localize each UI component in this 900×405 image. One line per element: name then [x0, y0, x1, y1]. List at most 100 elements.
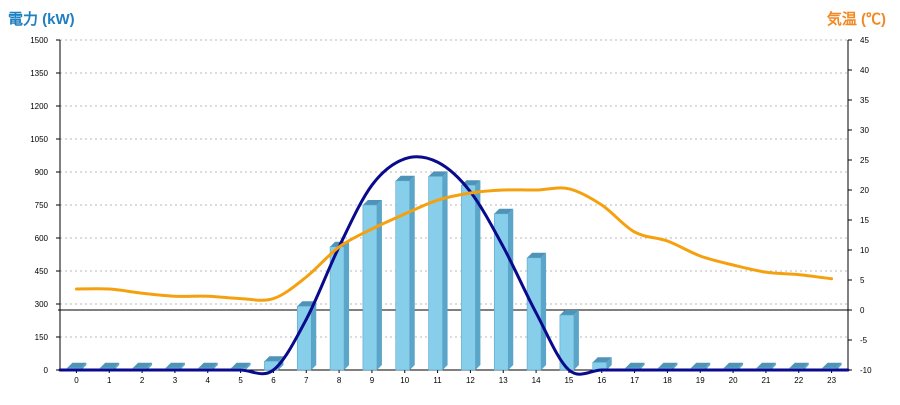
power-bar [428, 171, 448, 371]
x-axis-tick-label: 16 [597, 376, 606, 385]
power-bar-side [606, 357, 612, 370]
power-bar [395, 175, 415, 371]
power-bar-top [297, 301, 317, 307]
power-bar-top [592, 357, 612, 363]
left-axis-tick-label: 1500 [30, 36, 48, 45]
power-line [58, 155, 850, 376]
power-bar-top [756, 362, 776, 368]
x-axis-tick-label: 8 [337, 376, 342, 385]
power-bar-side [212, 362, 218, 370]
x-axis-tick-label: 17 [630, 376, 639, 385]
right-axis-tick-label: 25 [860, 156, 869, 165]
right-axis-tick-label: 0 [860, 306, 865, 315]
power-bar-side [114, 362, 120, 370]
power-bar [559, 310, 579, 371]
power-bar-front [461, 184, 476, 371]
x-axis-tick-label: 9 [370, 376, 375, 385]
power-bar-top [362, 200, 382, 205]
x-axis-tick-label: 21 [761, 376, 770, 385]
right-axis-tick-label: 40 [860, 66, 869, 75]
x-axis-tick-label: 2 [140, 376, 145, 385]
power-bar-side [442, 171, 448, 370]
power-bar [362, 200, 382, 371]
power-bar-side [803, 362, 809, 370]
power-bar-side [245, 362, 251, 370]
power-bar-side [672, 362, 678, 370]
power-bar [592, 357, 612, 371]
power-bar-top [625, 362, 645, 368]
power-bar-side [409, 175, 415, 370]
left-axis-tick-label: 600 [35, 234, 49, 243]
x-axis-tick-label: 18 [663, 376, 672, 385]
right-axis-tick-label: 35 [860, 96, 869, 105]
x-axis-tick-label: 23 [827, 376, 836, 385]
power-bar-side [770, 362, 776, 370]
x-axis-tick-label: 6 [271, 376, 276, 385]
axis-layer [56, 39, 852, 373]
x-axis-tick-label: 7 [304, 376, 309, 385]
x-axis-tick-label: 4 [206, 376, 211, 385]
power-bar [526, 252, 547, 371]
x-axis-tick-label: 0 [74, 376, 79, 385]
right-axis-tick-label: 10 [860, 246, 869, 255]
right-axis-tick-label: -10 [860, 366, 872, 375]
power-bar-top [461, 180, 481, 186]
line-layer [58, 155, 850, 376]
left-axis-tick-label: 300 [35, 300, 49, 309]
power-bar-top [658, 362, 678, 368]
x-axis-tick-label: 22 [794, 376, 803, 385]
power-bar-top [789, 362, 809, 368]
power-bar-front [362, 204, 378, 371]
power-bar [296, 301, 317, 371]
right-axis-tick-label: -5 [860, 336, 868, 345]
left-axis-tick-label: 750 [35, 201, 49, 210]
power-bar-side [179, 362, 185, 370]
power-bar-top [395, 175, 415, 181]
power-bar-side [639, 362, 645, 370]
left-axis-tick-label: 1350 [30, 69, 48, 78]
x-axis-tick-label: 15 [564, 376, 573, 385]
power-bar-front [526, 257, 542, 371]
power-bar [461, 180, 481, 371]
right-axis-tick-label: 20 [860, 186, 869, 195]
power-bar-side [541, 252, 547, 370]
power-bar-front [395, 180, 411, 371]
power-bar [329, 241, 350, 371]
power-bar-top [231, 362, 251, 368]
left-axis-tick-label: 150 [35, 333, 49, 342]
power-bar [493, 208, 514, 371]
power-bar-front [493, 213, 509, 371]
power-bar-side [81, 362, 87, 370]
x-axis-tick-label: 10 [400, 376, 409, 385]
x-axis-tick-label: 14 [532, 376, 541, 385]
x-axis-tick-label: 3 [173, 376, 178, 385]
right-axis-tick-label: 5 [860, 276, 865, 285]
power-bar-top [165, 362, 185, 368]
left-axis-tick-label: 450 [35, 267, 49, 276]
power-bar-side [475, 180, 481, 370]
x-axis-tick-label: 13 [499, 376, 508, 385]
x-axis-tick-label: 19 [696, 376, 705, 385]
left-axis-title: 電力 (kW) [8, 11, 75, 28]
power-bar-top [822, 362, 842, 368]
x-axis-tick-label: 5 [238, 376, 243, 385]
x-axis-tick-label: 1 [107, 376, 112, 385]
left-axis-tick-label: 1050 [30, 135, 48, 144]
power-bar-top [527, 252, 547, 258]
temperature-line [74, 186, 834, 302]
power-bar-top [428, 171, 448, 177]
power-bar-side [311, 301, 317, 370]
power-bar-side [344, 241, 350, 370]
power-bar-top [264, 356, 284, 362]
power-bar-top [559, 310, 579, 315]
power-bar-side [738, 362, 744, 370]
left-axis-tick-label: 1200 [30, 102, 48, 111]
right-axis-tick-label: 30 [860, 126, 869, 135]
power-bar-top [494, 208, 514, 214]
power-bar-side [705, 362, 711, 370]
left-axis-tick-label: 900 [35, 168, 49, 177]
power-bar-top [67, 362, 87, 368]
power-bar-top [724, 362, 744, 368]
power-bar-top [691, 362, 711, 368]
